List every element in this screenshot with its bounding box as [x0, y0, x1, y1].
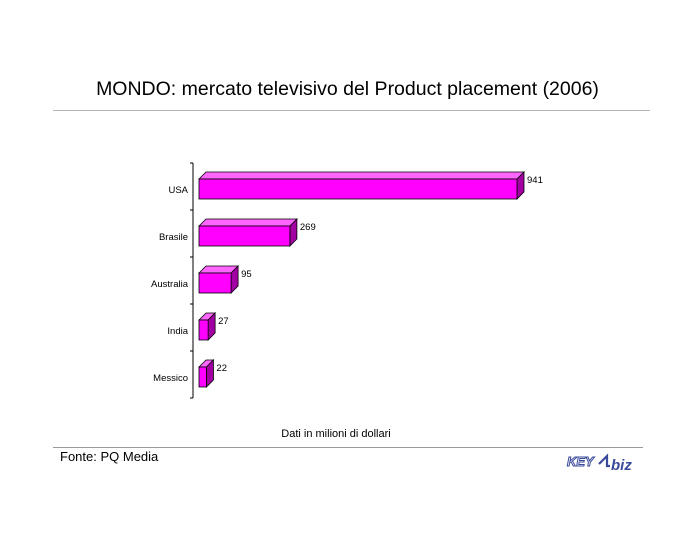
- top-divider: [53, 110, 650, 111]
- category-label: Australia: [151, 279, 189, 290]
- bar: [198, 366, 207, 388]
- value-label: 22: [216, 363, 227, 374]
- svg-text:KEY: KEY: [567, 454, 595, 469]
- chart-title: MONDO: mercato televisivo del Product pl…: [96, 78, 599, 100]
- bar: [198, 319, 209, 341]
- unit-note: Dati in milioni di dollari: [281, 428, 391, 440]
- value-label: 269: [300, 222, 316, 233]
- bar: [198, 225, 291, 247]
- category-label: USA: [168, 185, 188, 196]
- bar-top-face: [198, 171, 525, 180]
- svg-text:biz: biz: [611, 457, 632, 474]
- category-label: Brasile: [159, 232, 188, 243]
- bar: [198, 272, 232, 294]
- category-label: India: [167, 326, 188, 337]
- bar: [198, 178, 518, 200]
- bar-top-face: [198, 218, 298, 227]
- value-label: 27: [218, 316, 229, 327]
- category-label: Messico: [153, 373, 188, 384]
- bottom-divider: [53, 447, 643, 448]
- key4biz-logo: KEY biz: [567, 453, 632, 474]
- value-label: 95: [241, 269, 252, 280]
- value-label: 941: [527, 175, 543, 186]
- source-label: Fonte: PQ Media: [60, 449, 159, 464]
